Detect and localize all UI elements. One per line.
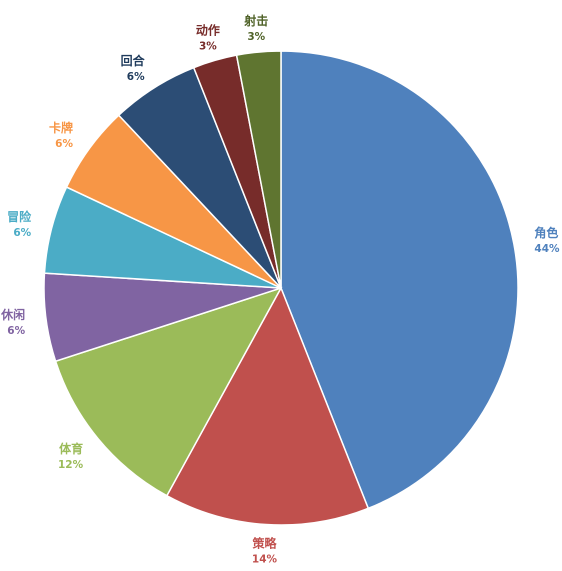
slice-percent-label: 14% xyxy=(252,554,278,566)
slice-percent-label: 6% xyxy=(127,71,145,83)
slice-label: 体育 xyxy=(59,441,83,456)
slice-label: 冒险 xyxy=(7,209,32,224)
slice-percent-label: 12% xyxy=(58,459,84,471)
slice-percent-label: 6% xyxy=(13,227,31,239)
slice-percent-label: 44% xyxy=(534,243,560,255)
pie-slice xyxy=(165,286,370,526)
pie-slice xyxy=(280,50,519,510)
slice-percent-label: 3% xyxy=(199,40,217,52)
slice-label: 动作 xyxy=(196,22,220,37)
pie-slice xyxy=(235,50,282,289)
slice-label: 休闲 xyxy=(0,307,25,322)
pie-slice xyxy=(54,286,283,497)
slice-label: 角色 xyxy=(534,225,558,240)
slice-label: 射击 xyxy=(243,13,268,28)
slice-percent-label: 6% xyxy=(55,138,73,150)
slice-label: 卡牌 xyxy=(49,120,73,135)
slice-percent-label: 6% xyxy=(7,325,25,337)
pie-labels: 角色 44% 策略 14% 体育 12% 休闲 6% 冒险 6% 卡牌 6% 回合 6% 动作 3% 射击 3% xyxy=(0,13,560,565)
slice-percent-label: 3% xyxy=(247,31,265,43)
pie-slices xyxy=(43,50,519,526)
slice-label: 策略 xyxy=(252,536,277,551)
slice-label: 回合 xyxy=(121,53,146,68)
